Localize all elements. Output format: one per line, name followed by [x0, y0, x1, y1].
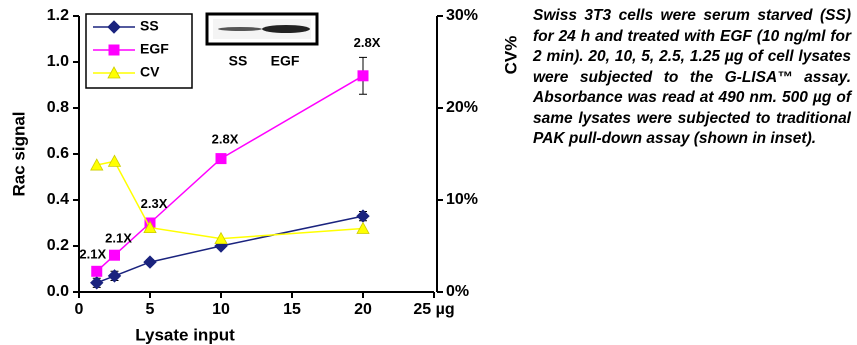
- annotation: 2.8X: [354, 35, 381, 50]
- y-axis-title: Rac signal: [9, 111, 28, 196]
- x-tick-label: 15: [283, 301, 301, 318]
- legend-marker: [109, 45, 119, 55]
- caption: Swiss 3T3 cells were serum starved (SS) …: [533, 6, 851, 150]
- y-tick-label: 0.0: [47, 283, 69, 300]
- legend-label: CV: [140, 64, 160, 80]
- annotation: 2.3X: [141, 196, 168, 211]
- legend-label: EGF: [140, 41, 169, 57]
- annotation: 2.1X: [79, 246, 106, 261]
- x-tick-label: 5: [146, 301, 155, 318]
- x-tick-label: 25 µg: [413, 301, 454, 318]
- inset: SS EGF: [207, 14, 317, 69]
- x-tick-label: 20: [354, 301, 372, 318]
- annotation: 2.8X: [212, 131, 239, 146]
- marker: [144, 256, 156, 268]
- y2-axis-title: CV%: [501, 36, 520, 75]
- x-tick-label: 10: [212, 301, 230, 318]
- chart: Rac signal CV% Lysate input SS EGF 0.0 0.…: [0, 0, 530, 345]
- y2-tick-label: 20%: [446, 99, 478, 116]
- y-tick-label: 0.2: [47, 237, 69, 254]
- y-tick-label: 0.4: [47, 191, 69, 208]
- marker: [357, 223, 369, 234]
- series-line: [97, 161, 363, 238]
- annotation: 2.1X: [105, 230, 132, 245]
- blot-band: [262, 25, 310, 33]
- legend: SS EGF CV: [86, 14, 192, 88]
- y-tick-label: 0.8: [47, 99, 69, 116]
- legend-frame: [86, 14, 192, 88]
- marker: [110, 250, 120, 260]
- legend-label: SS: [140, 18, 159, 34]
- x-axis-title: Lysate input: [135, 325, 235, 344]
- inset-label: SS: [229, 53, 248, 69]
- marker: [358, 71, 368, 81]
- y2-tick-label: 30%: [446, 7, 478, 24]
- y2-tick-label: 10%: [446, 191, 478, 208]
- marker: [109, 270, 121, 282]
- y-tick-label: 0.6: [47, 145, 69, 162]
- marker: [216, 154, 226, 164]
- y-tick-label: 1.2: [47, 7, 69, 24]
- series-line: [97, 216, 363, 283]
- y2-tick-label: 0%: [446, 283, 469, 300]
- blot-band: [218, 27, 262, 31]
- series-line: [97, 76, 363, 271]
- inset-label: EGF: [271, 53, 300, 69]
- x-tick-label: 0: [75, 301, 84, 318]
- y-tick-label: 1.0: [47, 53, 69, 70]
- marker: [92, 266, 102, 276]
- marker: [357, 210, 369, 222]
- marker: [109, 155, 121, 166]
- marker: [91, 277, 103, 289]
- page: Rac signal CV% Lysate input SS EGF 0.0 0.…: [0, 0, 857, 345]
